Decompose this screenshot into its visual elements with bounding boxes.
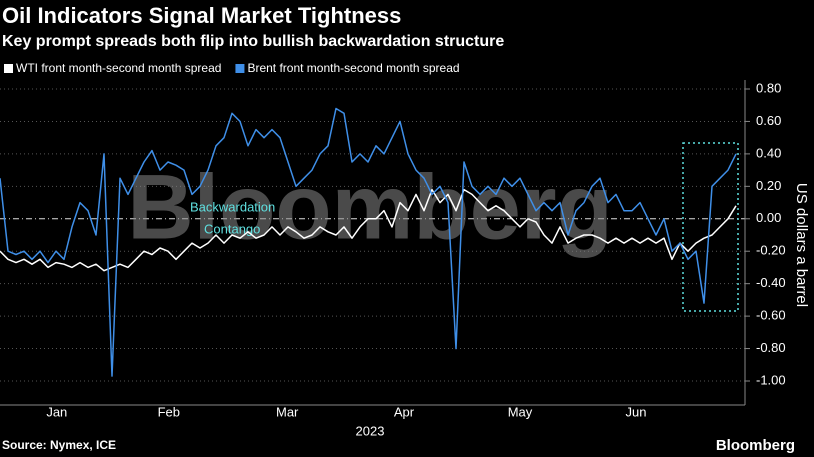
highlight-box: [682, 142, 739, 312]
x-tick-label: Jan: [46, 404, 67, 419]
legend-swatch: [235, 64, 245, 73]
x-tick-label: Jun: [626, 404, 647, 419]
y-tick-label: 0.00: [756, 210, 781, 225]
legend-swatch: [4, 64, 13, 73]
x-tick-label: Mar: [276, 404, 299, 419]
legend-label: WTI front month-second month spread: [16, 61, 221, 75]
y-tick-label: 0.60: [756, 113, 781, 128]
y-axis-label: US dollars a barrel: [793, 183, 810, 307]
y-tick-label: -0.40: [756, 275, 786, 290]
chart-subtitle: Key prompt spreads both flip into bullis…: [2, 33, 504, 50]
brand: Bloomberg: [716, 437, 795, 454]
x-tick-label: Apr: [394, 404, 415, 419]
y-tick-label: -0.80: [756, 340, 786, 355]
annotation: Backwardation: [190, 199, 275, 214]
line-series: [0, 188, 737, 272]
watermark: Bloomberg: [127, 156, 613, 258]
y-tick-label: 0.80: [756, 80, 781, 95]
line-series: [0, 107, 737, 377]
y-tick-label: 0.40: [756, 145, 781, 160]
chart-title: Oil Indicators Signal Market Tightness: [2, 3, 401, 28]
x-tick-label: May: [508, 404, 533, 419]
x-axis-label: 2023: [356, 423, 385, 438]
x-tick-label: Feb: [158, 404, 180, 419]
y-tick-label: -0.60: [756, 308, 786, 323]
source: Source: Nymex, ICE: [2, 438, 116, 452]
y-tick-label: 0.20: [756, 178, 781, 193]
y-tick-label: -0.20: [756, 243, 786, 258]
legend-label: Brent front month-second month spread: [247, 61, 459, 75]
y-tick-label: -1.00: [756, 372, 786, 387]
